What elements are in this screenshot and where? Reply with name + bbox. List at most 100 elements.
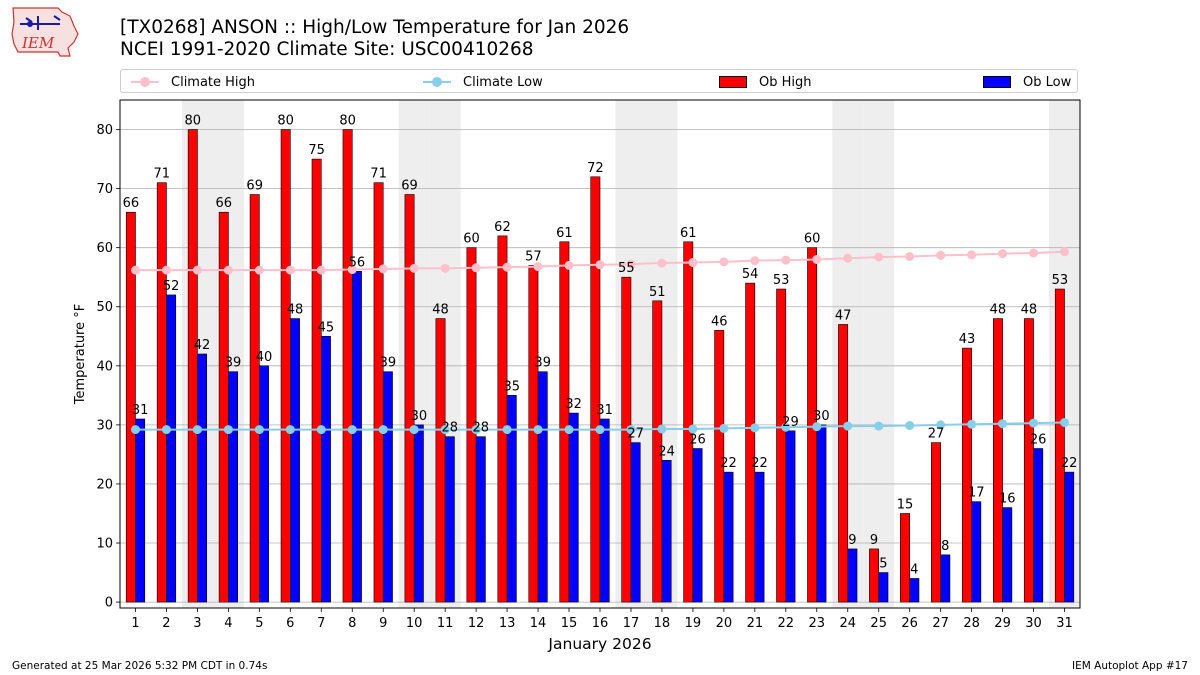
chart-legend: Climate High Climate Low Ob High Ob Low xyxy=(120,69,1078,93)
point-climate-low-4 xyxy=(223,425,233,435)
point-climate-low-26 xyxy=(905,420,915,430)
point-climate-high-17 xyxy=(626,259,636,269)
label-ob-low-27: 8 xyxy=(941,539,949,554)
point-climate-low-22 xyxy=(781,422,791,432)
point-climate-high-6 xyxy=(285,265,295,275)
label-ob-high-17: 55 xyxy=(618,261,635,276)
point-climate-low-14 xyxy=(533,425,543,435)
label-ob-high-29: 48 xyxy=(990,303,1007,318)
x-tick-label-7: 7 xyxy=(317,616,325,631)
label-ob-high-3: 80 xyxy=(185,114,202,129)
bar-ob-low-14 xyxy=(537,371,548,603)
point-climate-low-9 xyxy=(378,425,388,435)
label-ob-low-18: 24 xyxy=(658,444,675,459)
point-climate-high-4 xyxy=(223,265,233,275)
bar-ob-low-26 xyxy=(909,578,920,603)
point-climate-high-7 xyxy=(316,265,326,275)
bar-ob-low-5 xyxy=(259,365,269,603)
point-climate-high-15 xyxy=(564,260,574,270)
legend-swatch-climate-low xyxy=(423,75,451,89)
label-ob-high-4: 66 xyxy=(215,196,232,211)
bar-ob-low-28 xyxy=(971,501,982,603)
point-climate-low-17 xyxy=(626,425,636,435)
point-climate-high-21 xyxy=(750,256,760,266)
bar-ob-high-24 xyxy=(838,324,849,603)
bar-ob-high-15 xyxy=(559,241,570,603)
bar-ob-high-3 xyxy=(187,129,198,603)
point-climate-high-25 xyxy=(874,252,884,262)
bar-ob-low-12 xyxy=(475,436,486,603)
point-climate-high-20 xyxy=(719,257,729,267)
point-climate-low-28 xyxy=(967,419,977,429)
label-ob-low-1: 31 xyxy=(132,403,149,418)
label-ob-high-10: 69 xyxy=(401,179,418,194)
bar-ob-low-19 xyxy=(692,448,703,603)
label-ob-low-2: 52 xyxy=(163,279,180,294)
point-climate-high-31 xyxy=(1060,247,1070,257)
point-climate-low-1 xyxy=(130,425,140,435)
y-tick-label-30: 30 xyxy=(96,418,113,433)
label-ob-high-19: 61 xyxy=(680,226,697,241)
bar-ob-high-16 xyxy=(590,176,601,603)
x-tick-label-20: 20 xyxy=(716,616,733,631)
point-climate-low-29 xyxy=(998,419,1008,429)
bar-ob-high-17 xyxy=(621,276,632,603)
legend-label-ob-high: Ob High xyxy=(759,74,812,90)
x-tick-label-19: 19 xyxy=(685,616,702,631)
bar-ob-high-22 xyxy=(776,288,787,603)
x-tick-label-16: 16 xyxy=(592,616,609,631)
label-ob-low-5: 40 xyxy=(256,350,273,365)
bar-ob-high-1 xyxy=(125,211,136,603)
label-ob-low-23: 30 xyxy=(813,409,830,424)
x-tick-label-25: 25 xyxy=(870,616,887,631)
point-climate-high-1 xyxy=(130,265,140,275)
bar-ob-high-19 xyxy=(683,241,694,603)
bar-ob-low-3 xyxy=(197,353,208,603)
weekend-shade-25 xyxy=(863,100,895,608)
label-ob-high-18: 51 xyxy=(649,285,666,300)
x-tick-label-15: 15 xyxy=(561,616,578,631)
label-ob-low-13: 35 xyxy=(503,379,520,394)
label-ob-low-22: 29 xyxy=(782,415,799,430)
bar-ob-high-9 xyxy=(373,182,384,603)
bar-ob-low-31 xyxy=(1064,471,1075,603)
point-climate-high-9 xyxy=(378,264,388,274)
point-climate-low-21 xyxy=(750,423,760,433)
bar-ob-low-11 xyxy=(444,436,455,603)
legend-item-ob-high: Ob High xyxy=(719,73,812,91)
legend-swatch-ob-high xyxy=(719,76,747,88)
point-climate-high-8 xyxy=(347,265,357,275)
x-tick-label-14: 14 xyxy=(530,616,547,631)
x-tick-label-31: 31 xyxy=(1056,616,1073,631)
x-tick-label-10: 10 xyxy=(406,616,423,631)
label-ob-low-31: 22 xyxy=(1061,456,1078,471)
label-ob-low-17: 27 xyxy=(627,427,644,442)
label-ob-high-20: 46 xyxy=(711,314,728,329)
point-climate-high-10 xyxy=(409,263,419,273)
bar-ob-low-6 xyxy=(290,318,300,603)
bar-ob-high-8 xyxy=(342,129,353,603)
label-ob-high-14: 57 xyxy=(525,249,542,264)
point-climate-high-19 xyxy=(688,257,698,267)
x-axis-label: January 2026 xyxy=(547,635,651,653)
label-ob-high-7: 75 xyxy=(308,143,325,158)
bar-ob-low-15 xyxy=(568,412,579,603)
label-ob-low-12: 28 xyxy=(473,421,490,436)
x-tick-label-21: 21 xyxy=(747,616,764,631)
bar-ob-high-10 xyxy=(404,194,415,603)
label-ob-low-7: 45 xyxy=(318,320,335,335)
point-climate-high-3 xyxy=(192,265,202,275)
point-climate-high-16 xyxy=(595,260,605,270)
x-tick-label-5: 5 xyxy=(255,616,263,631)
bar-ob-high-5 xyxy=(249,194,260,603)
x-tick-label-3: 3 xyxy=(193,616,201,631)
label-ob-low-3: 42 xyxy=(194,338,211,353)
legend-item-climate-high: Climate High xyxy=(131,73,255,91)
footer-app: IEM Autoplot App #17 xyxy=(1072,660,1188,672)
bar-ob-low-10 xyxy=(413,424,424,603)
x-tick-label-24: 24 xyxy=(839,616,856,631)
point-climate-high-18 xyxy=(657,258,667,268)
label-ob-low-9: 39 xyxy=(380,356,397,371)
x-tick-label-29: 29 xyxy=(994,616,1011,631)
bar-ob-low-30 xyxy=(1033,448,1044,603)
